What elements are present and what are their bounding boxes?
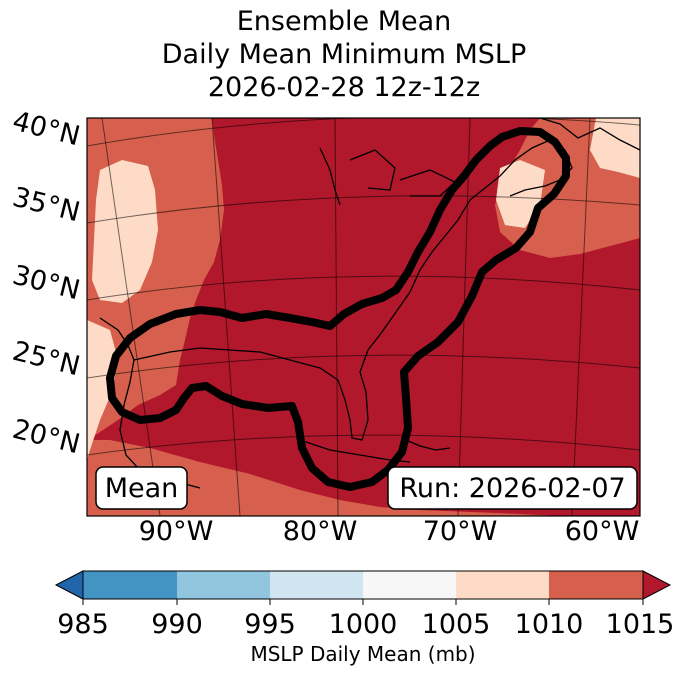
colorbar-bin-1010-1015	[549, 571, 643, 599]
lat-label-25n: 25°N	[9, 336, 83, 383]
title-line-1: Ensemble Mean	[236, 6, 452, 37]
lon-label-60w: 60°W	[565, 516, 640, 547]
low-pressure-contour	[106, 127, 570, 491]
lat-label-30n: 30°N	[9, 260, 83, 307]
lat-label-40n: 40°N	[9, 106, 83, 153]
lat-label-20n: 20°N	[9, 414, 83, 461]
colorbar-tick-990: 990	[151, 609, 203, 640]
colorbar-extend-high	[642, 570, 672, 600]
colorbar-bin-990-995	[177, 571, 270, 599]
colorbar-bin-1000-1005	[363, 571, 456, 599]
field-1005-1010-northeast	[590, 118, 640, 178]
map-frame	[86, 117, 641, 517]
lon-label-90w: 90°W	[139, 516, 214, 547]
colorbar-tick-1000: 1000	[329, 609, 398, 640]
legend-run: Run: 2026-02-07	[387, 466, 638, 510]
colorbar-tick-1010: 1010	[515, 609, 584, 640]
lat-label-35n: 35°N	[9, 182, 83, 229]
lon-label-80w: 80°W	[283, 516, 358, 547]
legend-mean-text: Mean	[105, 473, 179, 504]
colorbar-tick-1005: 1005	[422, 609, 491, 640]
title-line-2: Daily Mean Minimum MSLP	[161, 39, 527, 70]
colorbar-tick-985: 985	[57, 609, 109, 640]
legend-mean: Mean	[95, 466, 188, 510]
colorbar: 985 990 995 1000 1005 1010 1015 MSLP Dai…	[54, 570, 675, 666]
map-panel: Mean Run: 2026-02-07	[87, 118, 640, 516]
colorbar-label: MSLP Daily Mean (mb)	[250, 642, 475, 666]
field-1005-1010-maritimes	[496, 160, 545, 228]
field-1005-1010-southwest	[87, 320, 118, 460]
colorbar-bin-995-1000	[270, 571, 363, 599]
field-1005-1010-west	[92, 160, 158, 303]
colorbar-tick-1015: 1015	[606, 609, 675, 640]
lon-label-70w: 70°W	[423, 516, 498, 547]
colorbar-bin-985-990	[83, 571, 177, 599]
colorbar-bin-1005-1010	[456, 571, 549, 599]
colorbar-tick-995: 995	[244, 609, 296, 640]
legend-run-text: Run: 2026-02-07	[399, 473, 625, 504]
title-line-3: 2026-02-28 12z-12z	[207, 72, 481, 103]
colorbar-extend-low	[54, 570, 84, 600]
field-1010-1015-south	[87, 440, 560, 516]
